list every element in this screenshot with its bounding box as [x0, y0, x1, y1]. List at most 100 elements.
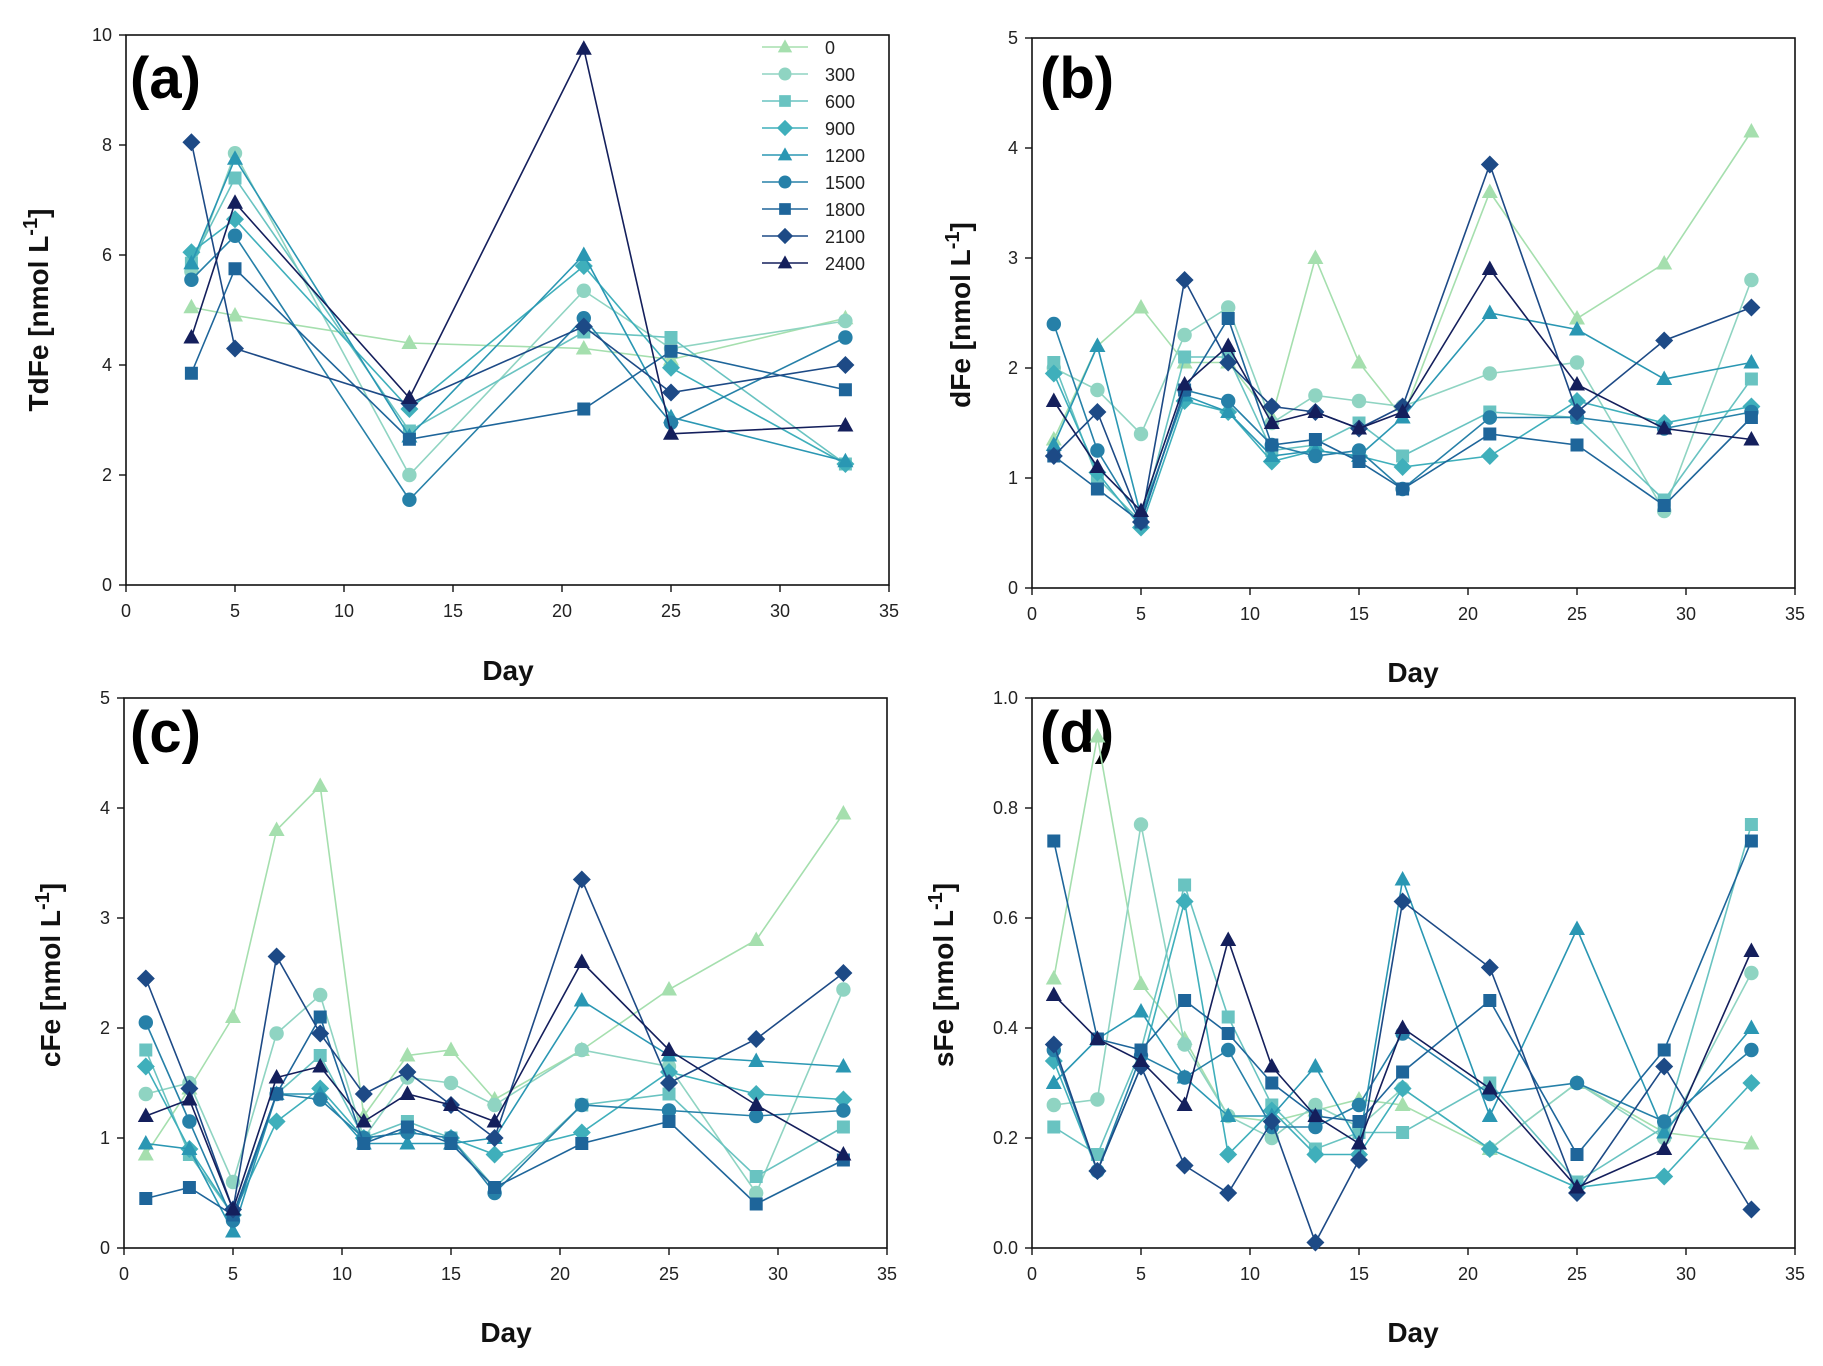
- legend-marker: [778, 67, 792, 81]
- data-point: [137, 1146, 154, 1161]
- y-tick-label: 1.0: [993, 688, 1018, 708]
- data-point: [1089, 337, 1106, 352]
- data-point: [313, 1049, 327, 1062]
- series-line: [1053, 356, 1753, 524]
- data-point: [1133, 817, 1149, 832]
- data-point: [1045, 986, 1062, 1001]
- y-tick-label: 3: [1008, 248, 1018, 268]
- data-point: [663, 425, 679, 440]
- data-point: [1221, 1010, 1235, 1024]
- data-point: [1396, 1126, 1410, 1139]
- data-point: [1570, 1148, 1584, 1161]
- data-point: [748, 1096, 765, 1111]
- legend-marker: [779, 95, 791, 107]
- x-tick-label: 10: [1240, 604, 1260, 624]
- legend-marker: [777, 255, 793, 269]
- x-tick-label: 30: [1676, 604, 1696, 624]
- data-point: [1221, 312, 1235, 325]
- data-point: [1308, 1097, 1323, 1113]
- y-axis-title: sFe [nmol L-1]: [925, 883, 959, 1067]
- data-point: [268, 821, 285, 836]
- data-point: [182, 133, 201, 152]
- data-point: [1265, 1076, 1279, 1090]
- data-point: [1044, 447, 1063, 465]
- data-point: [1481, 183, 1498, 198]
- data-point: [747, 1030, 766, 1048]
- data-point: [1221, 393, 1236, 409]
- data-point: [574, 1042, 589, 1058]
- data-point: [183, 254, 200, 270]
- data-point: [1045, 392, 1062, 407]
- data-point: [1569, 1179, 1585, 1194]
- data-point: [355, 1113, 372, 1128]
- data-point: [184, 366, 198, 380]
- data-point: [268, 1069, 285, 1084]
- x-tick-label: 20: [1458, 604, 1478, 624]
- data-point: [1569, 310, 1585, 325]
- data-point: [1657, 499, 1671, 512]
- data-point: [1308, 448, 1323, 464]
- data-point: [1569, 355, 1585, 370]
- data-point: [313, 987, 328, 1003]
- data-point: [572, 870, 591, 889]
- data-point: [1089, 458, 1106, 473]
- data-point: [1221, 300, 1236, 315]
- data-point: [227, 228, 243, 243]
- data-point: [1351, 1097, 1367, 1113]
- x-axis-title: Day: [1387, 657, 1439, 688]
- data-point: [1393, 458, 1412, 476]
- data-point: [312, 1058, 329, 1073]
- data-point: [1177, 327, 1192, 343]
- data-point: [443, 1041, 459, 1056]
- data-point: [574, 257, 593, 275]
- data-point: [1568, 392, 1586, 410]
- y-tick-label: 5: [100, 688, 110, 708]
- data-point: [1176, 1096, 1193, 1111]
- data-point: [835, 1146, 852, 1161]
- data-point: [1264, 1130, 1280, 1146]
- data-point: [136, 969, 155, 988]
- y-tick-label: 0: [100, 1238, 110, 1258]
- data-point: [748, 1052, 765, 1067]
- series-2100: [182, 133, 855, 413]
- x-tick-label: 15: [443, 601, 463, 621]
- series-1800: [184, 262, 852, 446]
- data-point: [1396, 449, 1410, 463]
- data-point: [1133, 502, 1149, 517]
- data-point: [1047, 356, 1061, 369]
- plot-frame: [125, 34, 890, 586]
- data-point: [1178, 994, 1192, 1007]
- data-point: [1090, 382, 1105, 398]
- x-tick-label: 25: [659, 1264, 679, 1284]
- data-point: [1307, 249, 1324, 264]
- data-point: [1656, 1124, 1673, 1139]
- data-point: [1219, 353, 1238, 372]
- data-point: [138, 1086, 153, 1102]
- series-line: [190, 267, 846, 441]
- data-point: [1352, 455, 1366, 468]
- data-point: [401, 334, 418, 349]
- panel-label: (b): [1040, 46, 1114, 111]
- data-point: [1394, 871, 1411, 886]
- x-tick-label: 0: [1027, 604, 1037, 624]
- data-point: [1047, 1120, 1061, 1134]
- data-point: [837, 452, 854, 468]
- data-point: [660, 1074, 678, 1092]
- y-tick-label: 1: [1008, 468, 1018, 488]
- x-tick-label: 20: [550, 1264, 570, 1284]
- data-point: [662, 1087, 676, 1101]
- plot-frame: [1031, 697, 1796, 1249]
- data-point: [664, 344, 678, 358]
- data-point: [488, 1181, 502, 1194]
- data-point: [1263, 1058, 1280, 1073]
- data-point: [1046, 1097, 1062, 1113]
- data-point: [1088, 1162, 1107, 1180]
- legend-item-label: 2100: [825, 227, 865, 247]
- data-point: [1657, 1114, 1672, 1129]
- chart-panel-4: 0 5 10 15 20 25 30 35 0.0 0.2 0.4 0.6 0.8 1.0 Day sFe […: [925, 688, 1805, 1348]
- data-point: [574, 317, 593, 336]
- legend-marker: [777, 39, 793, 53]
- data-point: [1221, 1027, 1235, 1040]
- x-tick-label: 20: [1458, 1264, 1478, 1284]
- y-tick-label: 4: [100, 798, 110, 818]
